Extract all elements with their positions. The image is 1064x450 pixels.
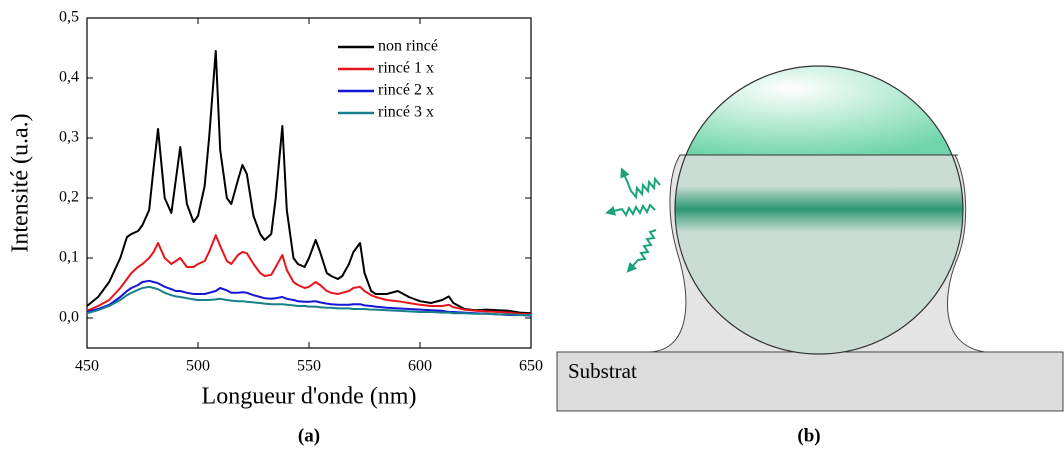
series-line [86,285,531,316]
emission-arrow [626,229,657,273]
emission-arrow [605,203,656,218]
x-axis-label: Longueur d'onde (nm) [202,384,417,410]
legend-label: non rincé [378,38,438,55]
legend-label: rincé 3 x [378,104,434,121]
y-tick-label: 0,1 [59,249,79,266]
caption: (b) [797,425,820,446]
plot-frame [86,17,532,349]
y-tick-label: 0,4 [59,69,79,86]
substrate-label: Substrat [568,359,637,383]
y-axis-label: Intensité (u.a.) [8,113,34,252]
x-tick-label: 600 [408,358,432,375]
series-line [86,279,532,317]
sphere [674,65,964,355]
x-tick-label: 550 [297,358,321,375]
y-tick-label: 0,5 [59,9,79,26]
legend-label: rincé 1 x [378,60,434,77]
y-tick-label: 0,3 [59,129,79,146]
y-tick-label: 0,0 [59,309,79,326]
emission-arrow [620,167,661,200]
series-line [86,50,532,315]
legend-label: rincé 2 x [378,82,434,99]
series-line [86,234,532,316]
x-tick-label: 500 [186,358,210,375]
diagram: Substrat (b) [556,65,1064,446]
caption: (a) [298,425,320,446]
chart: Longueur d'onde (nm) Intensité (u.a.) (a… [8,9,544,447]
x-tick-label: 650 [519,358,543,375]
x-tick-label: 450 [75,358,99,375]
y-tick-label: 0,2 [59,189,79,206]
substrate [556,351,1064,412]
